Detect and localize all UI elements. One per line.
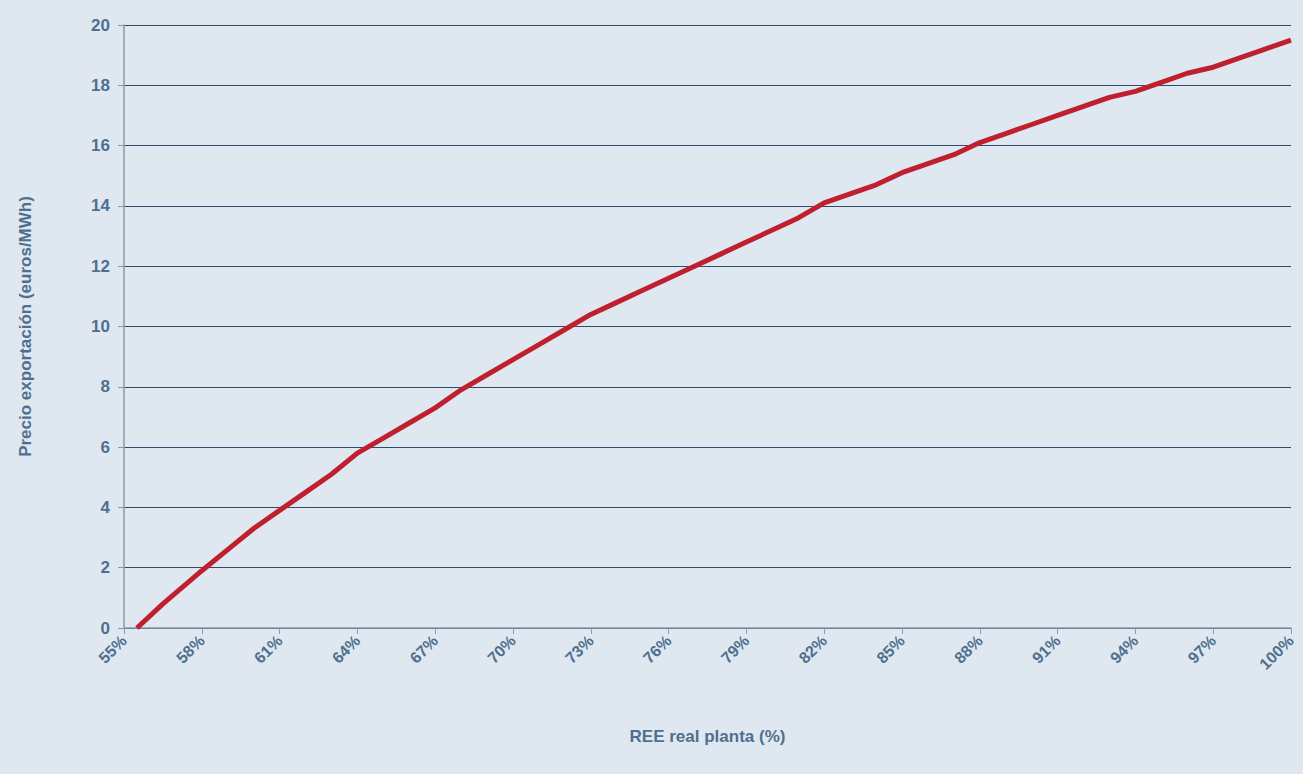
svg-text:10: 10 xyxy=(91,317,110,336)
svg-text:Precio exportación (euros/MWh): Precio exportación (euros/MWh) xyxy=(16,196,35,457)
svg-text:94%: 94% xyxy=(1107,632,1142,667)
svg-text:76%: 76% xyxy=(640,632,675,667)
svg-text:97%: 97% xyxy=(1185,632,1220,667)
svg-text:REE real planta (%): REE real planta (%) xyxy=(630,727,786,746)
svg-text:85%: 85% xyxy=(873,632,908,667)
svg-text:4: 4 xyxy=(101,498,111,517)
svg-text:14: 14 xyxy=(91,196,110,215)
svg-text:18: 18 xyxy=(91,76,110,95)
svg-text:16: 16 xyxy=(91,136,110,155)
svg-text:79%: 79% xyxy=(718,632,753,667)
svg-text:88%: 88% xyxy=(951,632,986,667)
svg-text:67%: 67% xyxy=(407,632,442,667)
svg-text:91%: 91% xyxy=(1029,632,1064,667)
svg-text:70%: 70% xyxy=(484,632,519,667)
svg-text:12: 12 xyxy=(91,257,110,276)
svg-text:55%: 55% xyxy=(95,632,130,667)
svg-text:58%: 58% xyxy=(173,632,208,667)
svg-text:82%: 82% xyxy=(796,632,831,667)
svg-text:20: 20 xyxy=(91,16,110,35)
svg-text:64%: 64% xyxy=(329,632,364,667)
svg-text:6: 6 xyxy=(101,438,110,457)
svg-text:100%: 100% xyxy=(1256,632,1297,673)
svg-text:73%: 73% xyxy=(562,632,597,667)
svg-text:8: 8 xyxy=(101,377,110,396)
svg-text:2: 2 xyxy=(101,558,110,577)
svg-text:61%: 61% xyxy=(251,632,286,667)
svg-text:0: 0 xyxy=(101,619,110,638)
